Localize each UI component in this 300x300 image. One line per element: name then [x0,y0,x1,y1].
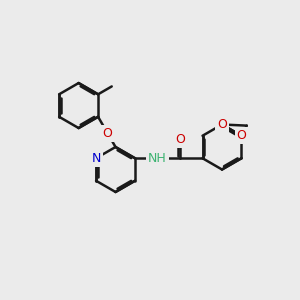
Text: O: O [236,129,246,142]
Text: O: O [175,133,185,146]
Text: N: N [92,152,101,165]
Text: NH: NH [148,152,167,165]
Text: O: O [217,118,227,131]
Text: O: O [103,127,112,140]
